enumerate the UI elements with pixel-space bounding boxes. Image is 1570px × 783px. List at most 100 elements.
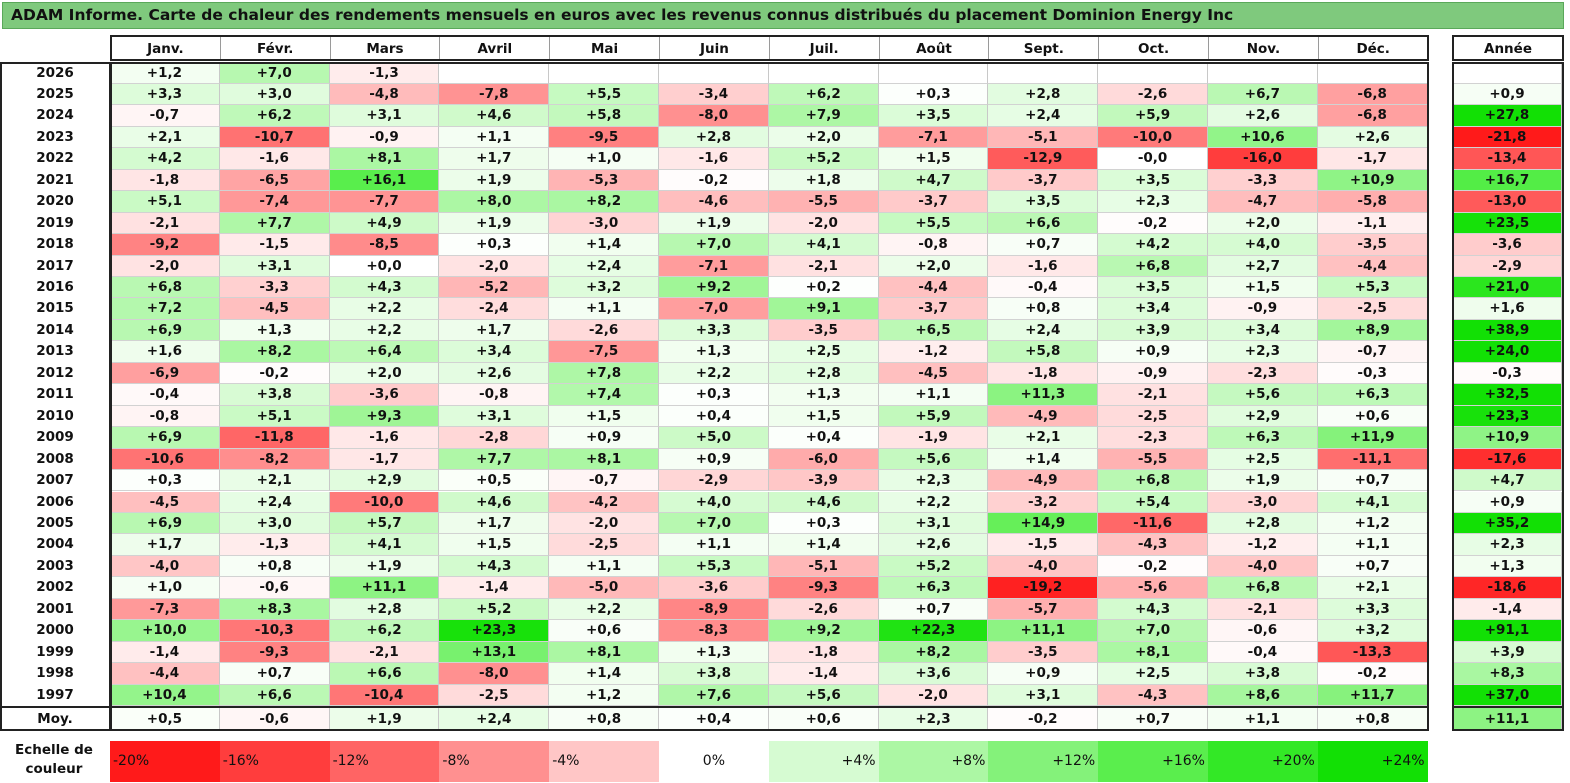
heatmap-cell: -4,7 bbox=[1208, 191, 1318, 213]
heatmap-cell: -1,3 bbox=[329, 62, 440, 84]
heatmap-cell: +3,4 bbox=[1208, 319, 1318, 342]
heatmap-cell: -2,5 bbox=[549, 534, 659, 556]
annual-cell: -17,6 bbox=[1453, 448, 1562, 471]
heatmap-cell: -2,0 bbox=[439, 255, 550, 277]
heatmap-cell: -1,2 bbox=[878, 341, 989, 363]
average-cell: -0,6 bbox=[219, 708, 330, 730]
heatmap-cell: -3,7 bbox=[878, 191, 989, 213]
heatmap-cell: +2,4 bbox=[988, 319, 1099, 342]
heatmap-cell: +1,3 bbox=[219, 319, 330, 342]
annual-cell: +1,3 bbox=[1453, 555, 1562, 578]
row-year-label: 2011 bbox=[36, 386, 74, 403]
heatmap-cell: -0,2 bbox=[1317, 663, 1428, 685]
heatmap-cell: +1,7 bbox=[439, 148, 550, 170]
row-year-label: 2026 bbox=[36, 64, 74, 81]
heatmap-cell: +0,3 bbox=[439, 234, 550, 256]
heatmap-cell: +2,6 bbox=[1317, 126, 1428, 149]
heatmap-cell: -2,0 bbox=[878, 684, 989, 706]
heatmap-cell: -3,3 bbox=[1208, 169, 1318, 192]
average-cell: +2,4 bbox=[439, 708, 550, 730]
heatmap-cell: -2,1 bbox=[329, 641, 440, 664]
heatmap-cell: +4,3 bbox=[329, 277, 440, 299]
heatmap-cell: +9,2 bbox=[659, 277, 769, 299]
heatmap-cell: +5,2 bbox=[439, 598, 550, 621]
heatmap-cell: -4,4 bbox=[878, 277, 989, 299]
heatmap-cell: +10,4 bbox=[110, 684, 220, 706]
heatmap-cell: -4,5 bbox=[110, 491, 220, 513]
heatmap-cell: +2,3 bbox=[1098, 191, 1208, 213]
heatmap-cell: +5,5 bbox=[549, 83, 659, 106]
heatmap-cell: +6,9 bbox=[110, 512, 220, 535]
heatmap-cell: -4,0 bbox=[988, 555, 1099, 578]
heatmap-cell: -2,1 bbox=[1098, 384, 1208, 406]
heatmap-cell: -1,4 bbox=[439, 577, 550, 599]
heatmap-cell: +0,7 bbox=[878, 598, 989, 621]
heatmap-cell: +1,0 bbox=[549, 148, 659, 170]
heatmap-cell: +1,3 bbox=[768, 384, 879, 406]
heatmap-cell: +4,6 bbox=[439, 105, 550, 127]
heatmap-cell: -3,6 bbox=[329, 384, 440, 406]
heatmap-cell: +4,6 bbox=[768, 491, 879, 513]
heatmap-cell: +5,7 bbox=[329, 512, 440, 535]
heatmap-cell: -0,7 bbox=[549, 470, 659, 492]
heatmap-cell: +2,4 bbox=[219, 491, 330, 513]
heatmap-cell: +1,4 bbox=[549, 663, 659, 685]
heatmap-cell: -1,7 bbox=[1317, 148, 1428, 170]
row-year-label: 2017 bbox=[36, 257, 74, 274]
heatmap-cell: +1,4 bbox=[549, 234, 659, 256]
annual-column-header: Année bbox=[1453, 37, 1562, 61]
annual-cell: +8,3 bbox=[1453, 663, 1562, 685]
heatmap-cell: +2,8 bbox=[768, 362, 879, 385]
heatmap-cell: +7,2 bbox=[110, 298, 220, 320]
heatmap-cell: +1,5 bbox=[878, 148, 989, 170]
heatmap-cell: +1,4 bbox=[988, 448, 1099, 471]
heatmap-cell: +2,6 bbox=[878, 534, 989, 556]
heatmap-cell: +3,8 bbox=[659, 663, 769, 685]
heatmap-cell: +13,1 bbox=[439, 641, 550, 664]
heatmap-cell: +7,8 bbox=[549, 362, 659, 385]
heatmap-cell: -10,0 bbox=[329, 491, 440, 513]
heatmap-cell: +6,9 bbox=[110, 427, 220, 449]
color-scale-swatch: -16% bbox=[219, 741, 330, 782]
annual-cell: +27,8 bbox=[1453, 105, 1562, 127]
heatmap-cell: +6,2 bbox=[329, 620, 440, 642]
heatmap-cell: +3,8 bbox=[1208, 663, 1318, 685]
heatmap-cell: +5,3 bbox=[1317, 277, 1428, 299]
heatmap-cell: -8,0 bbox=[659, 105, 769, 127]
heatmap-cell: -0,8 bbox=[110, 405, 220, 428]
heatmap-cell: -7,5 bbox=[549, 341, 659, 363]
heatmap-cell: +5,8 bbox=[549, 105, 659, 127]
heatmap-cell: +4,3 bbox=[439, 555, 550, 578]
heatmap-cell: -9,2 bbox=[110, 234, 220, 256]
color-scale-swatch: -8% bbox=[439, 741, 550, 782]
heatmap-cell: +5,4 bbox=[1098, 491, 1208, 513]
color-scale-swatch: +12% bbox=[988, 741, 1099, 782]
heatmap-cell: +4,9 bbox=[329, 212, 440, 235]
annual-cell: +24,0 bbox=[1453, 341, 1562, 363]
heatmap-cell: -0,4 bbox=[1208, 641, 1318, 664]
heatmap-cell: +8,6 bbox=[1208, 684, 1318, 706]
heatmap-cell: +2,5 bbox=[768, 341, 879, 363]
heatmap-cell: -4,5 bbox=[219, 298, 330, 320]
column-header: Août bbox=[878, 37, 989, 61]
heatmap-cell: +0,0 bbox=[329, 255, 440, 277]
heatmap-cell: +1,8 bbox=[768, 169, 879, 192]
heatmap-cell: +5,9 bbox=[878, 405, 989, 428]
row-year-label: 2000 bbox=[36, 622, 74, 639]
annual-cell: +23,3 bbox=[1453, 405, 1562, 428]
heatmap-cell: +7,0 bbox=[1098, 620, 1208, 642]
heatmap-cell: -1,8 bbox=[768, 641, 879, 664]
heatmap-cell bbox=[768, 62, 879, 84]
heatmap-cell: -2,6 bbox=[768, 598, 879, 621]
heatmap-cell: +4,2 bbox=[1098, 234, 1208, 256]
heatmap-cell: +3,0 bbox=[219, 512, 330, 535]
heatmap-cell: +3,2 bbox=[549, 277, 659, 299]
heatmap-cell: +1,3 bbox=[659, 641, 769, 664]
heatmap-cell: +1,7 bbox=[439, 512, 550, 535]
heatmap-cell: -3,5 bbox=[1317, 234, 1428, 256]
heatmap-cell: +0,6 bbox=[1317, 405, 1428, 428]
heatmap-cell: +7,0 bbox=[659, 234, 769, 256]
heatmap-cell: +4,0 bbox=[1208, 234, 1318, 256]
heatmap-cell: -1,3 bbox=[219, 534, 330, 556]
heatmap-cell: +10,6 bbox=[1208, 126, 1318, 149]
